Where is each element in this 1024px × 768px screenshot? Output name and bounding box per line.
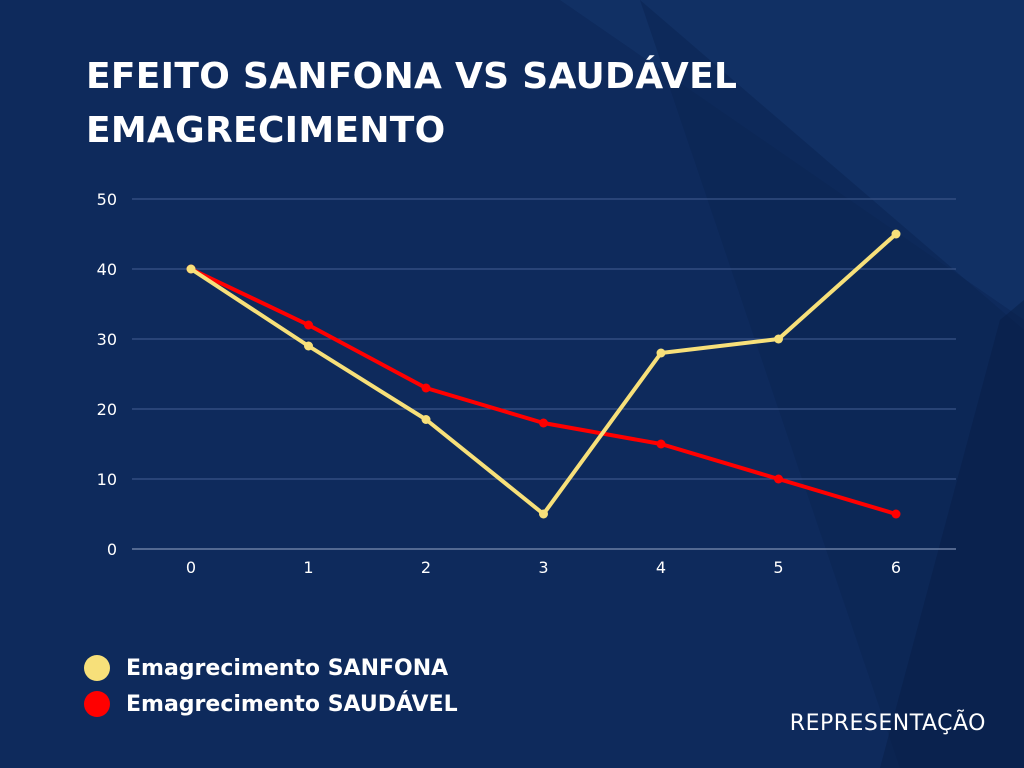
legend-marker-sanfona bbox=[84, 655, 110, 681]
x-axis-tick-labels: 0 1 2 3 4 5 6 bbox=[186, 558, 901, 577]
data-point bbox=[891, 509, 901, 519]
grid-lines bbox=[132, 198, 956, 550]
x-tick-label: 4 bbox=[656, 558, 666, 577]
chart-title: EFEITO SANFONA VS SAUDÁVEL EMAGRECIMENTO bbox=[86, 50, 846, 158]
x-tick-label: 3 bbox=[538, 558, 548, 577]
data-point bbox=[421, 415, 431, 424]
series-lines bbox=[186, 229, 901, 519]
y-tick-label: 20 bbox=[97, 400, 117, 419]
legend-item-sanfona: Emagrecimento SANFONA bbox=[84, 650, 458, 686]
data-point bbox=[421, 383, 431, 393]
data-point bbox=[774, 334, 783, 344]
y-axis-tick-labels: 0 10 20 30 40 50 bbox=[97, 190, 117, 559]
series-line bbox=[189, 267, 898, 516]
series-line bbox=[189, 232, 898, 516]
y-tick-label: 30 bbox=[97, 330, 117, 349]
data-point bbox=[304, 320, 313, 330]
data-point bbox=[539, 418, 548, 428]
legend-label-sanfona: Emagrecimento SANFONA bbox=[126, 655, 449, 681]
y-tick-label: 50 bbox=[97, 190, 117, 209]
chart-title-line-1: EFEITO SANFONA VS SAUDÁVEL bbox=[86, 56, 738, 97]
data-point bbox=[891, 229, 901, 239]
data-point bbox=[656, 439, 666, 449]
x-tick-label: 0 bbox=[186, 558, 196, 577]
data-point bbox=[186, 264, 196, 274]
x-tick-label: 2 bbox=[421, 558, 431, 577]
data-point bbox=[774, 474, 783, 484]
chart-title-line-2: EMAGRECIMENTO bbox=[86, 110, 446, 151]
y-tick-label: 10 bbox=[97, 470, 117, 489]
series-sanfona bbox=[186, 229, 901, 519]
series-saudavel bbox=[186, 264, 901, 519]
data-point bbox=[304, 341, 313, 351]
y-tick-label: 0 bbox=[107, 540, 117, 559]
data-point bbox=[539, 509, 548, 519]
legend-item-saudavel: Emagrecimento SAUDÁVEL bbox=[84, 686, 458, 722]
x-tick-label: 1 bbox=[303, 558, 313, 577]
legend: Emagrecimento SANFONA Emagrecimento SAUD… bbox=[84, 650, 458, 722]
footer-label: REPRESENTAÇÃO bbox=[789, 711, 986, 736]
x-tick-label: 5 bbox=[773, 558, 783, 577]
legend-marker-saudavel bbox=[84, 691, 110, 717]
legend-label-saudavel: Emagrecimento SAUDÁVEL bbox=[126, 691, 458, 717]
y-tick-label: 40 bbox=[97, 260, 117, 279]
x-tick-label: 6 bbox=[891, 558, 901, 577]
data-point bbox=[656, 348, 666, 358]
